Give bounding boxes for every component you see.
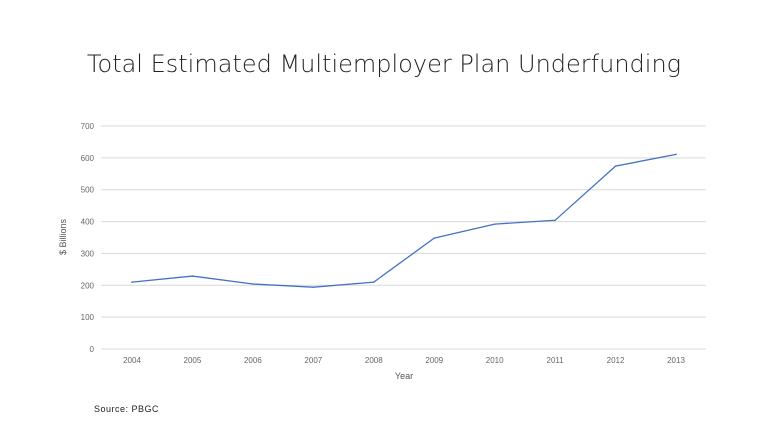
y-tick-label: 0 (90, 345, 95, 354)
y-axis-label: $ Billions (58, 218, 68, 255)
data-point (131, 281, 133, 283)
data-point (252, 283, 254, 285)
data-point (433, 237, 436, 239)
y-tick-label: 600 (81, 154, 95, 163)
x-tick-label: 2008 (365, 356, 383, 365)
source-note: Source: PBGC (94, 404, 160, 414)
x-tick-label: 2005 (184, 356, 202, 365)
y-tick-label: 300 (81, 249, 95, 258)
data-point (554, 219, 556, 222)
data-point (191, 275, 194, 277)
series-line (131, 153, 677, 288)
chart-title: Total Estimated Multiemployer Plan Under… (86, 50, 682, 78)
x-axis-label: Year (395, 371, 413, 381)
x-tick-label: 2007 (304, 356, 322, 365)
data-point (312, 286, 315, 288)
x-tick-label: 2010 (486, 356, 504, 365)
y-tick-label: 200 (81, 281, 95, 290)
data-point (675, 153, 677, 156)
x-tick-label: 2009 (425, 356, 443, 365)
data-point (372, 281, 375, 283)
x-tick-label: 2013 (667, 356, 685, 365)
y-tick-label: 400 (81, 218, 95, 227)
data-point (493, 223, 496, 225)
x-tick-label: 2012 (607, 356, 625, 365)
x-tick-label: 2011 (547, 356, 565, 365)
y-tick-label: 700 (81, 122, 95, 131)
x-tick-label: 2004 (123, 356, 141, 365)
data-point (614, 165, 617, 167)
y-tick-label: 100 (81, 313, 95, 322)
x-tick-label: 2006 (244, 356, 262, 365)
y-tick-label: 500 (81, 186, 95, 195)
